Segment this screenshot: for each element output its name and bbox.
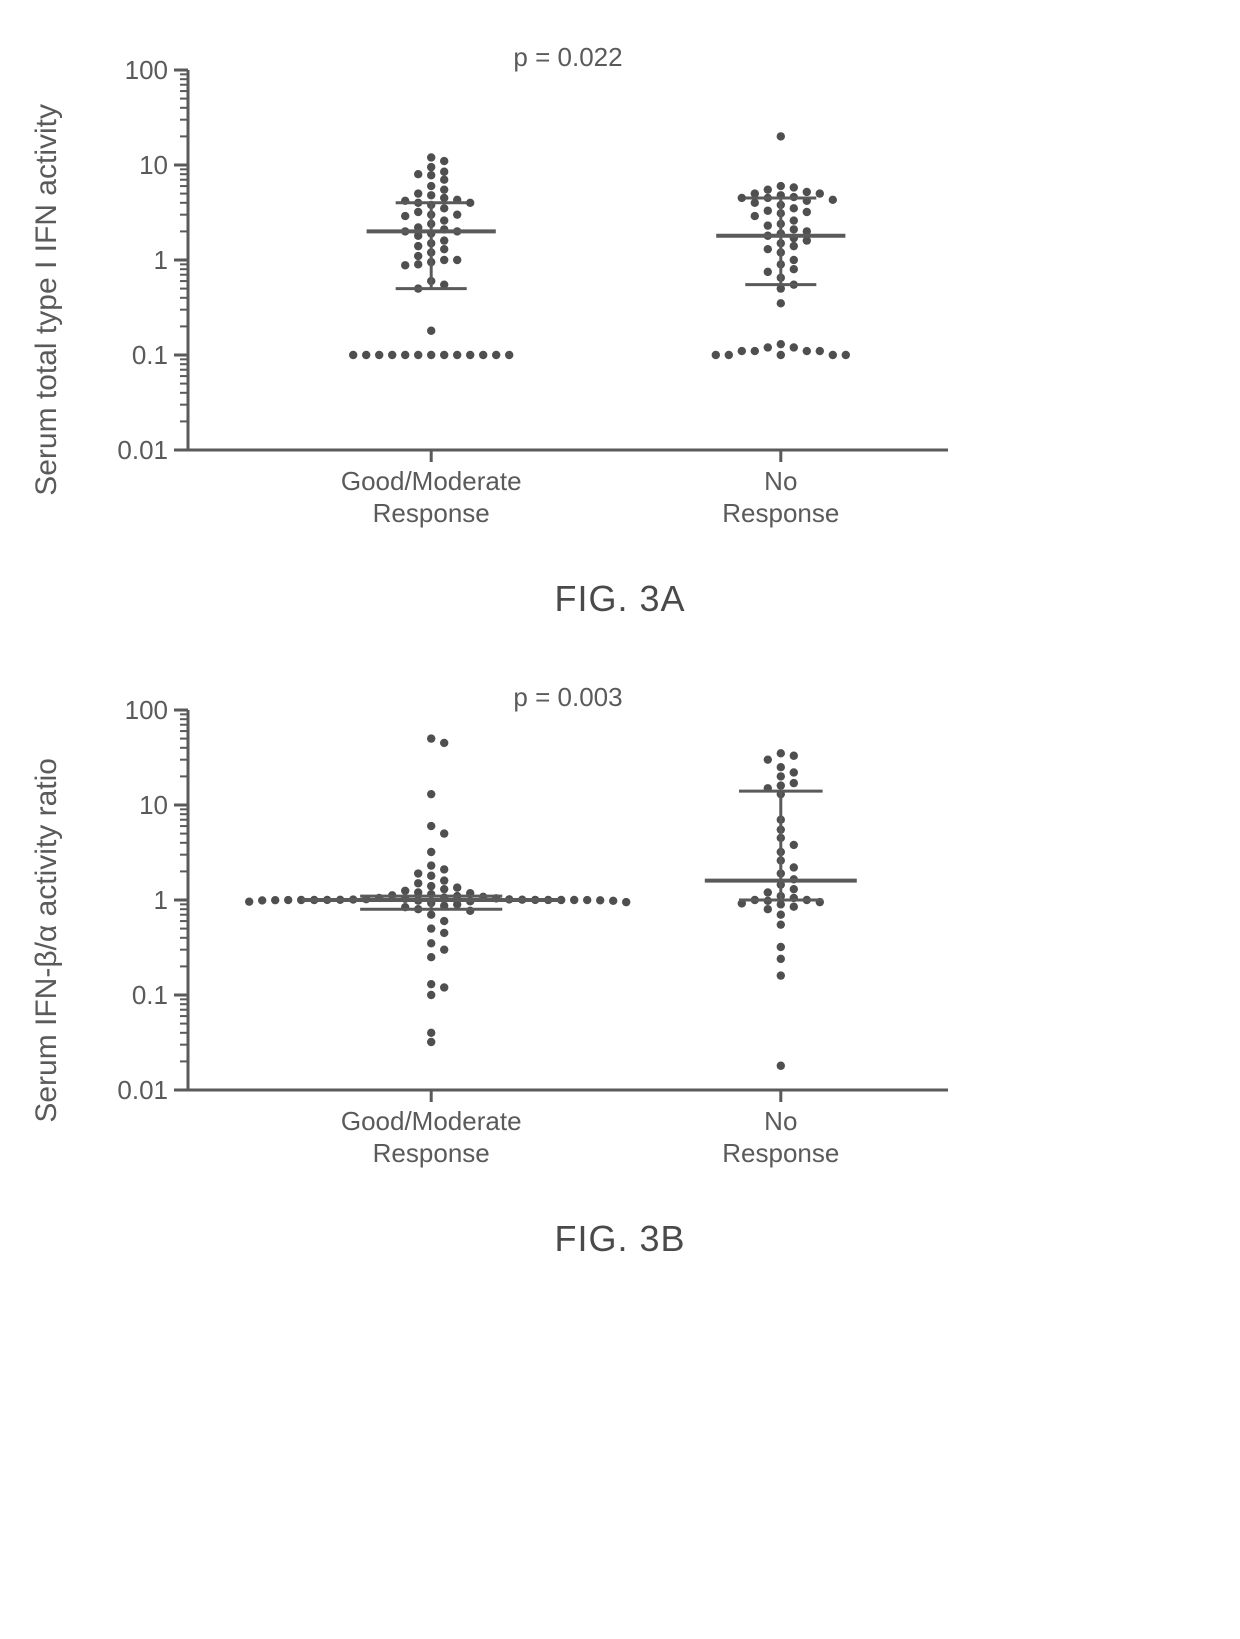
svg-text:0.1: 0.1 bbox=[132, 980, 168, 1010]
svg-text:Good/Moderate: Good/Moderate bbox=[341, 466, 522, 496]
svg-text:Response: Response bbox=[722, 1138, 839, 1168]
figure-caption-3a: FIG. 3A bbox=[30, 578, 1210, 620]
svg-text:0.1: 0.1 bbox=[132, 340, 168, 370]
y-axis-label-3a: Serum total type I IFN activity bbox=[30, 104, 64, 496]
figure-caption-3b: FIG. 3B bbox=[30, 1218, 1210, 1260]
figure-3b-panel: Serum IFN-β/α activity ratio 0.01 0.1 1 10 1… bbox=[30, 680, 1210, 1260]
figure-3a-panel: Serum total type I IFN activity 0.01 0.1 1… bbox=[30, 40, 1210, 620]
svg-text:Response: Response bbox=[373, 498, 490, 528]
svg-text:Response: Response bbox=[373, 1138, 490, 1168]
svg-text:100: 100 bbox=[125, 55, 168, 85]
svg-text:p = 0.003: p = 0.003 bbox=[513, 682, 622, 712]
svg-text:Good/Moderate: Good/Moderate bbox=[341, 1106, 522, 1136]
plot-3a: 0.010.1110100p = 0.022Good/ModerateRespo… bbox=[88, 40, 968, 560]
svg-text:No: No bbox=[764, 466, 797, 496]
svg-text:No: No bbox=[764, 1106, 797, 1136]
svg-text:100: 100 bbox=[125, 695, 168, 725]
svg-text:Response: Response bbox=[722, 498, 839, 528]
svg-text:1: 1 bbox=[154, 245, 168, 275]
svg-text:10: 10 bbox=[139, 150, 168, 180]
y-axis-label-3b: Serum IFN-β/α activity ratio bbox=[30, 758, 64, 1123]
svg-text:1: 1 bbox=[154, 885, 168, 915]
svg-text:0.01: 0.01 bbox=[117, 435, 168, 465]
svg-text:p = 0.022: p = 0.022 bbox=[513, 42, 622, 72]
plot-3b: 0.010.1110100p = 0.003Good/ModerateRespo… bbox=[88, 680, 968, 1200]
svg-text:0.01: 0.01 bbox=[117, 1075, 168, 1105]
svg-text:10: 10 bbox=[139, 790, 168, 820]
